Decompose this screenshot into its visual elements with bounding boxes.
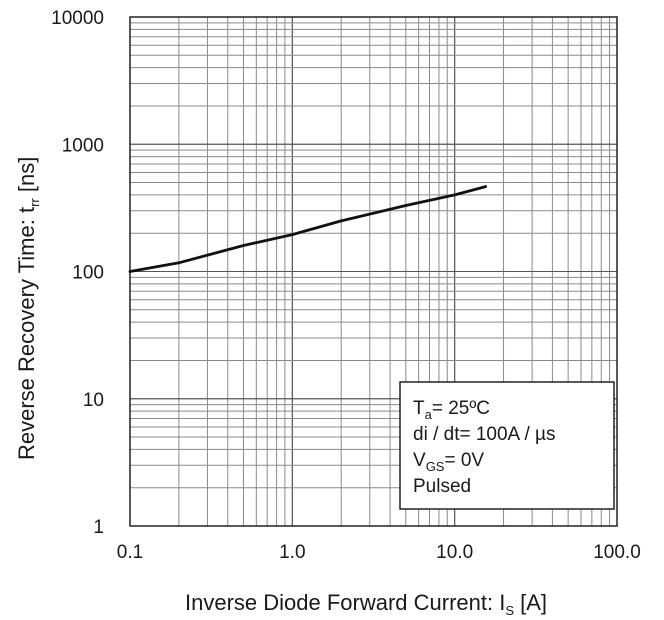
x-tick-label: 10.0	[436, 542, 473, 563]
vgs-condition: VGS= 0V	[413, 450, 484, 474]
x-tick-label: 1.0	[279, 542, 305, 563]
data-point	[404, 204, 408, 207]
x-axis-title: Inverse Diode Forward Current: IS [A]	[185, 590, 547, 618]
x-tick-labels: 0.1 1.0 10.0 100.0	[117, 542, 641, 563]
data-point	[177, 261, 181, 265]
didt-condition: di / dt= 100A / µs	[413, 424, 555, 445]
y-tick-label: 1000	[62, 135, 104, 156]
y-tick-label: 1	[93, 517, 104, 538]
y-tick-label: 10000	[51, 8, 104, 29]
series-line	[129, 185, 486, 273]
data-point	[290, 233, 294, 236]
x-tick-label: 0.1	[117, 542, 143, 563]
ta-condition: Ta= 25ºC	[413, 398, 490, 422]
data-point	[453, 193, 457, 197]
y-tick-labels: 1 10 100 1000 10000	[51, 8, 104, 538]
data-point	[128, 270, 132, 273]
data-point	[339, 219, 343, 223]
data-points	[128, 185, 487, 273]
x-tick-label: 100.0	[593, 542, 641, 563]
y-tick-label: 100	[72, 263, 104, 284]
conditions-box: Ta= 25ºC di / dt= 100A / µs VGS= 0V Puls…	[399, 381, 615, 510]
y-axis-title: Reverse Recovery Time: trr [ns]	[14, 157, 42, 460]
data-point	[484, 185, 487, 188]
pulsed-condition: Pulsed	[413, 476, 471, 497]
conditions-frame	[399, 381, 615, 510]
data-point	[242, 244, 245, 247]
y-tick-label: 10	[83, 390, 104, 411]
